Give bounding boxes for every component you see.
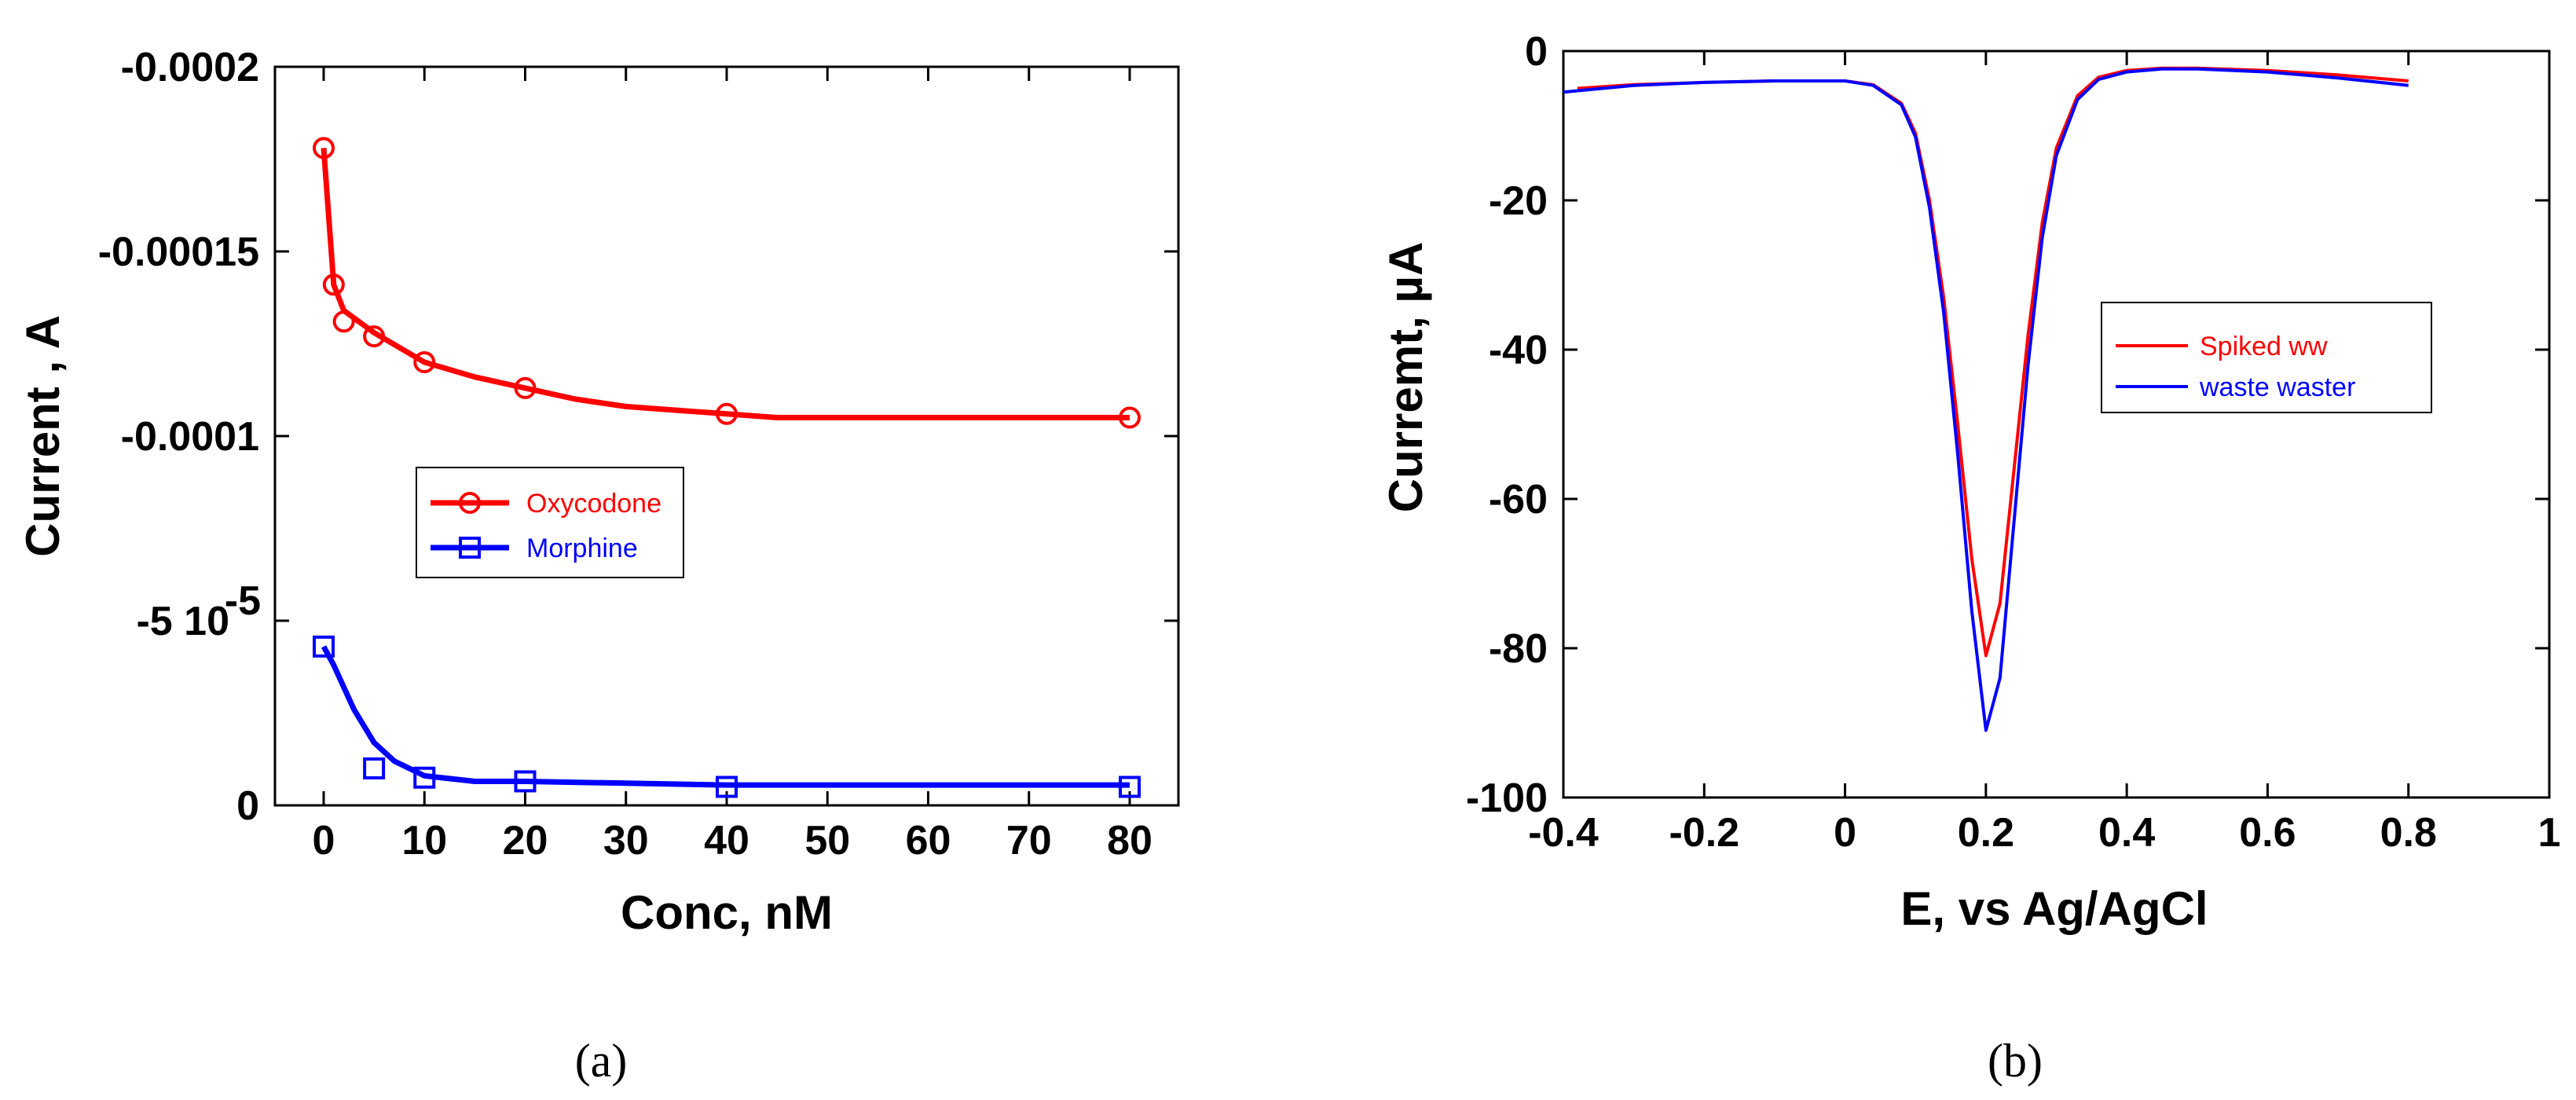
- legend-marker-oxycodone: [459, 492, 481, 514]
- legend-label-spiked-ww: Spiked ww: [2200, 332, 2328, 361]
- chart-b-y-axis-title: Curremt, µA: [1380, 242, 1432, 513]
- legend-label-morphine: Morphine: [526, 534, 638, 563]
- y-tick-label: -5 10: [136, 599, 229, 644]
- x-tick-label: 70: [1006, 818, 1052, 864]
- y-tick-label: -80: [1489, 626, 1548, 672]
- chart-a: 0 10 20 30 40 50 60 70 80 -0.0002 -0.00015 -0.0001…: [16, 45, 1180, 1087]
- chart-b-x-ticks: -0.4 -0.2 0 0.2 0.4 0.6 0.8 1: [1528, 51, 2560, 856]
- data-point-morphine: [514, 770, 537, 793]
- y-tick-label: -20: [1489, 178, 1548, 224]
- x-tick-label: 0.8: [2380, 810, 2437, 856]
- series-line-oxycodone: [321, 148, 1130, 420]
- data-point-oxycodone: [514, 376, 537, 399]
- x-tick-label: -0.4: [1528, 810, 1599, 856]
- y-tick-label: -0.00015: [98, 229, 259, 275]
- chart-a-legend: Oxycodone Morphine: [416, 467, 684, 578]
- x-tick-label: 0: [313, 818, 335, 864]
- x-tick-label: 1: [2538, 810, 2561, 856]
- data-point-morphine: [1119, 776, 1141, 798]
- chart-a-y-axis-title: Current , A: [16, 315, 69, 557]
- chart-a-x-axis-title: Conc, nM: [621, 886, 833, 939]
- x-tick-label: 60: [906, 818, 951, 864]
- y-tick-label: -40: [1489, 328, 1548, 373]
- data-point-oxycodone: [313, 137, 335, 160]
- chart-a-legend-box: [416, 467, 684, 578]
- data-point-oxycodone: [716, 402, 738, 425]
- x-tick-label: 40: [704, 818, 749, 864]
- chart-b-x-axis-title: E, vs Ag/AgCl: [1900, 882, 2208, 935]
- data-point-oxycodone: [1119, 406, 1141, 429]
- data-point-oxycodone: [413, 351, 436, 373]
- data-point-morphine: [413, 766, 436, 789]
- data-point-morphine: [363, 757, 386, 779]
- chart-a-panel-label: (a): [575, 1035, 628, 1087]
- data-point-morphine: [313, 635, 335, 658]
- data-point-morphine: [716, 776, 738, 798]
- chart-b-plot-area: [1562, 50, 2551, 799]
- data-point-oxycodone: [332, 310, 355, 333]
- x-tick-label: -0.2: [1669, 810, 1739, 856]
- data-point-oxycodone: [322, 273, 345, 296]
- chart-a-series: [313, 137, 1141, 798]
- x-tick-label: 20: [503, 818, 548, 864]
- chart-b: -0.4 -0.2 0 0.2 0.4 0.6 0.8 1 0 -20 -40 -60 -80 -100…: [1380, 29, 2560, 1087]
- legend-marker-morphine: [459, 537, 481, 559]
- legend-label-oxycodone: Oxycodone: [526, 489, 661, 519]
- x-tick-label: 0.6: [2239, 810, 2296, 856]
- chart-b-series: [1563, 66, 2409, 732]
- series-line-morphine: [321, 645, 1130, 788]
- y-tick-label: -0.0001: [121, 414, 259, 460]
- y-tick-label: -60: [1489, 477, 1548, 522]
- y-tick-label: -100: [1466, 776, 1548, 821]
- chart-a-plot-area: [273, 65, 1180, 807]
- x-tick-label: 0.4: [2098, 810, 2155, 856]
- chart-b-legend: Spiked ww waste waster: [2101, 302, 2432, 413]
- series-line-waste-waster: [1563, 67, 2409, 732]
- chart-b-y-ticks: 0 -20 -40 -60 -80 -100: [1466, 29, 2549, 821]
- chart-a-y-ticks: -0.0002 -0.00015 -0.0001 -5 10-5 0: [98, 45, 1178, 829]
- legend-label-waste-waster: waste waster: [2199, 372, 2355, 402]
- y-tick-label: -0.0002: [121, 45, 259, 90]
- x-tick-label: 0.2: [1958, 810, 2014, 856]
- chart-b-legend-box: [2101, 302, 2432, 413]
- chart-a-x-ticks: 0 10 20 30 40 50 60 70 80: [313, 67, 1152, 864]
- x-tick-label: 30: [603, 818, 649, 864]
- data-point-oxycodone: [363, 325, 386, 348]
- y-tick-label: 0: [236, 783, 259, 829]
- x-tick-label: 10: [401, 818, 447, 864]
- x-tick-label: 80: [1107, 818, 1152, 864]
- x-tick-label: 0: [1834, 810, 1856, 856]
- x-tick-label: 50: [804, 818, 850, 864]
- y-tick-label: 0: [1525, 29, 1548, 75]
- chart-b-panel-label: (b): [1988, 1035, 2043, 1087]
- y-tick-exponent: -5: [225, 578, 261, 624]
